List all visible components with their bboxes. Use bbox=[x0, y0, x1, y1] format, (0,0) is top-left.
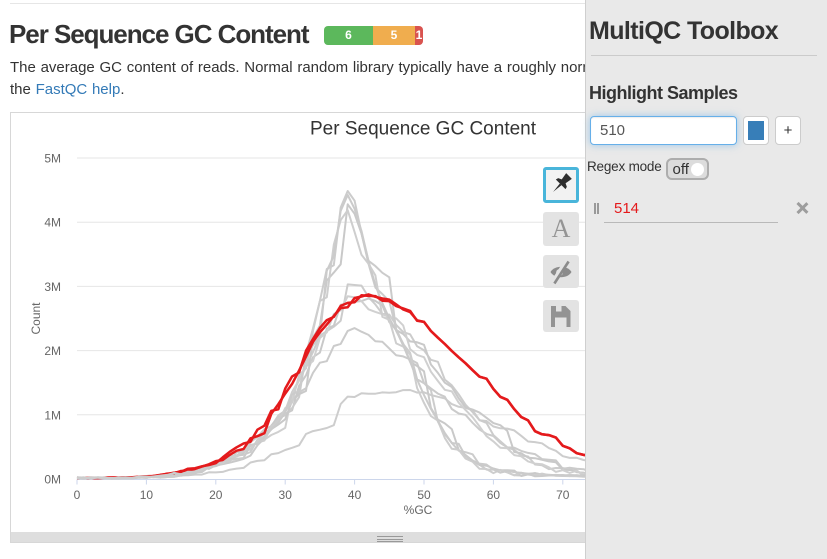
svg-text:5M: 5M bbox=[44, 152, 61, 166]
svg-text:10: 10 bbox=[140, 488, 154, 502]
svg-text:0M: 0M bbox=[44, 473, 61, 487]
svg-text:50: 50 bbox=[417, 488, 431, 502]
svg-text:0: 0 bbox=[74, 488, 81, 502]
svg-text:1M: 1M bbox=[44, 408, 61, 422]
svg-text:70: 70 bbox=[556, 488, 570, 502]
svg-text:20: 20 bbox=[209, 488, 223, 502]
svg-text:30: 30 bbox=[279, 488, 293, 502]
svg-text:3M: 3M bbox=[44, 280, 61, 294]
svg-text:40: 40 bbox=[348, 488, 362, 502]
svg-text:Count: Count bbox=[29, 302, 43, 335]
svg-text:4M: 4M bbox=[44, 216, 61, 230]
svg-text:60: 60 bbox=[487, 488, 501, 502]
svg-text:2M: 2M bbox=[44, 344, 61, 358]
svg-text:Per Sequence GC Content: Per Sequence GC Content bbox=[310, 119, 537, 140]
svg-text:%GC: %GC bbox=[404, 503, 433, 517]
